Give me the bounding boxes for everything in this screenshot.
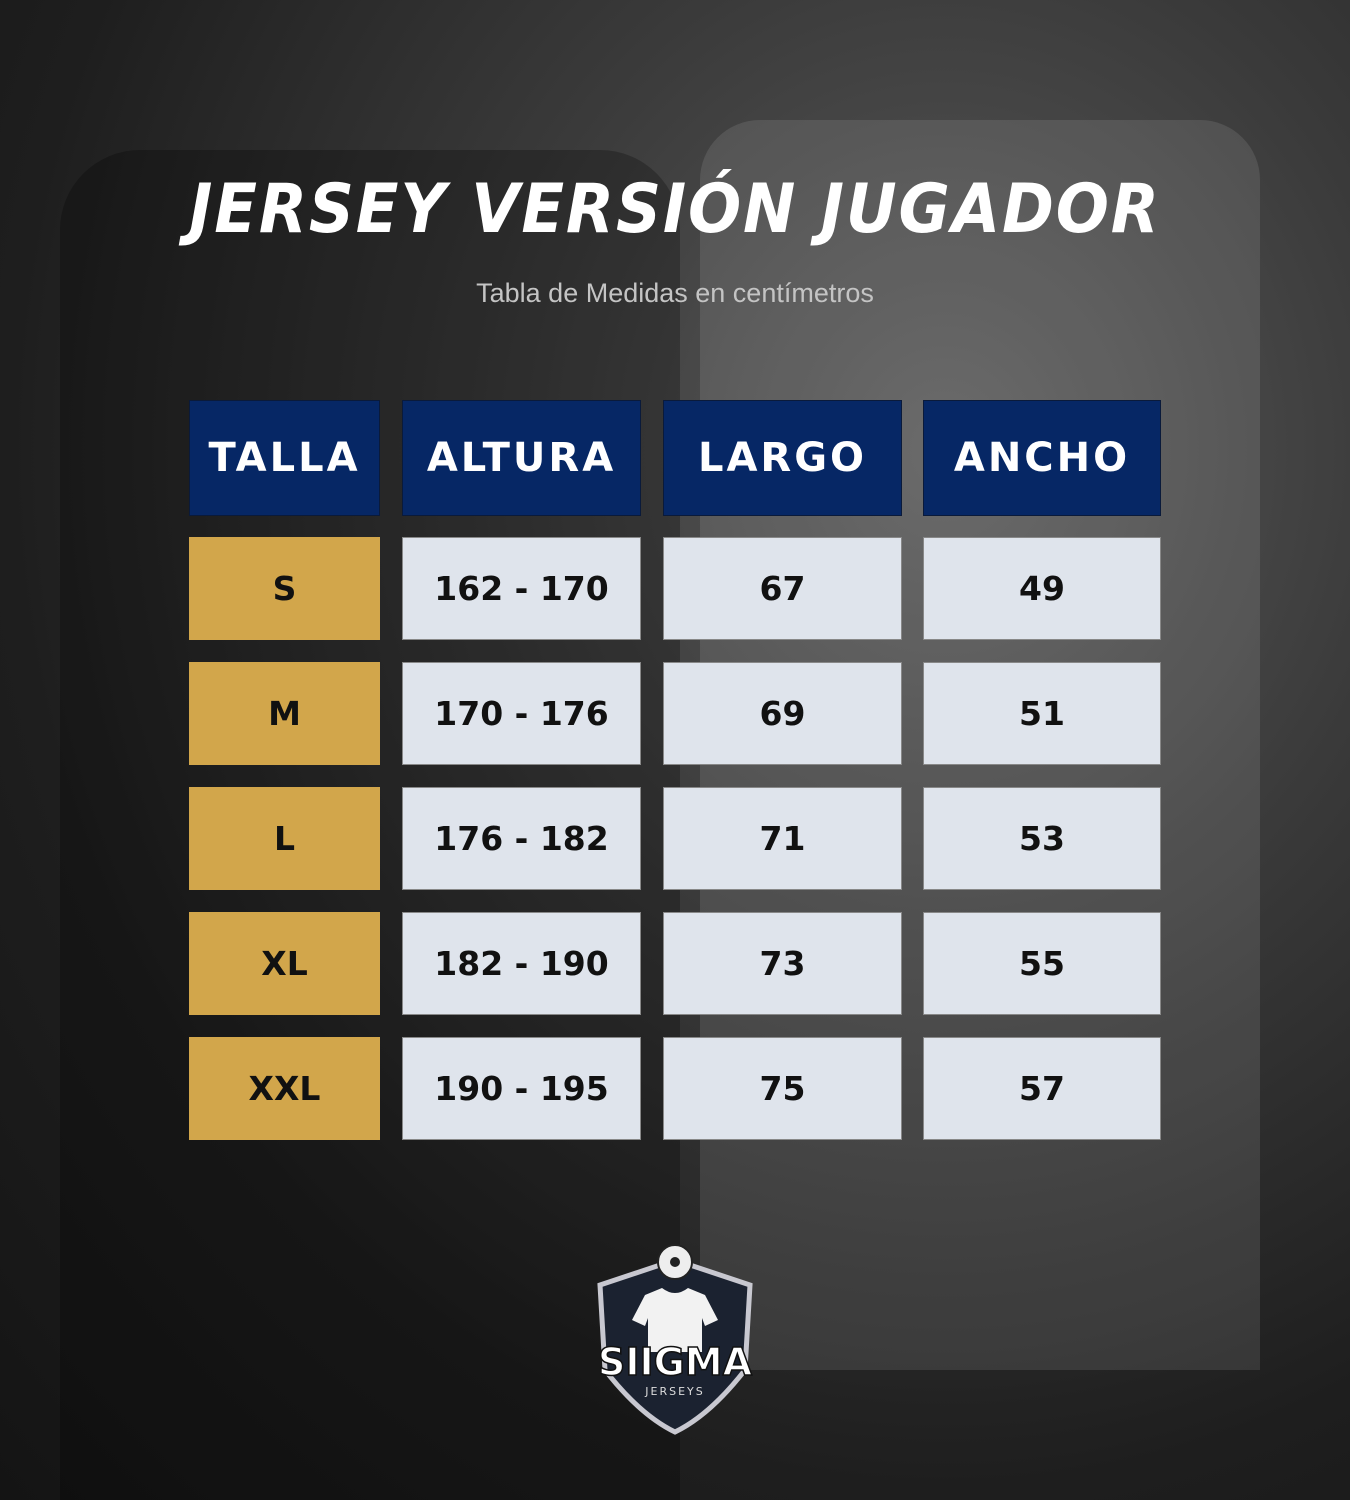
logo-tagline: JERSEYS <box>644 1385 704 1398</box>
size-cell: L <box>189 787 380 890</box>
ancho-cell: 55 <box>923 912 1161 1015</box>
largo-cell: 75 <box>663 1037 902 1140</box>
column-header-largo: LARGO <box>663 400 902 516</box>
altura-cell: 162 - 170 <box>402 537 641 640</box>
column-header-altura: ALTURA <box>402 400 641 516</box>
altura-cell: 170 - 176 <box>402 662 641 765</box>
altura-cell: 182 - 190 <box>402 912 641 1015</box>
altura-cell: 176 - 182 <box>402 787 641 890</box>
column-header-ancho: ANCHO <box>923 400 1161 516</box>
column-header-talla: TALLA <box>189 400 380 516</box>
logo-wordmark: SIIGMA <box>598 1340 753 1384</box>
ancho-cell: 53 <box>923 787 1161 890</box>
size-cell: XXL <box>189 1037 380 1140</box>
page-title: JERSEY VERSIÓN JUGADOR <box>189 170 1161 249</box>
largo-cell: 67 <box>663 537 902 640</box>
ancho-cell: 57 <box>923 1037 1161 1140</box>
largo-cell: 69 <box>663 662 902 765</box>
size-cell: S <box>189 537 380 640</box>
largo-cell: 73 <box>663 912 902 1015</box>
ancho-cell: 51 <box>923 662 1161 765</box>
ancho-cell: 49 <box>923 537 1161 640</box>
altura-cell: 190 - 195 <box>402 1037 641 1140</box>
largo-cell: 71 <box>663 787 902 890</box>
size-cell: M <box>189 662 380 765</box>
siigma-logo: SIIGMA JERSEYS <box>597 1244 753 1435</box>
size-cell: XL <box>189 912 380 1015</box>
page-subtitle: Tabla de Medidas en centímetros <box>476 278 874 308</box>
